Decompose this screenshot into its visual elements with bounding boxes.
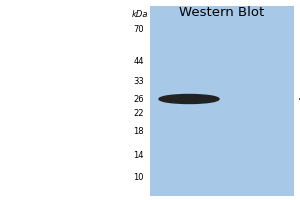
Text: 22: 22 bbox=[134, 108, 144, 117]
Ellipse shape bbox=[159, 95, 219, 104]
Text: Western Blot: Western Blot bbox=[179, 6, 265, 19]
Text: 14: 14 bbox=[134, 152, 144, 160]
Text: 44: 44 bbox=[134, 56, 144, 66]
Text: 10: 10 bbox=[134, 172, 144, 182]
Text: 18: 18 bbox=[134, 128, 144, 136]
Text: kDa: kDa bbox=[132, 10, 148, 19]
Text: 33: 33 bbox=[133, 76, 144, 86]
Text: 26: 26 bbox=[134, 95, 144, 104]
Text: 70: 70 bbox=[134, 24, 144, 33]
FancyBboxPatch shape bbox=[150, 6, 294, 196]
